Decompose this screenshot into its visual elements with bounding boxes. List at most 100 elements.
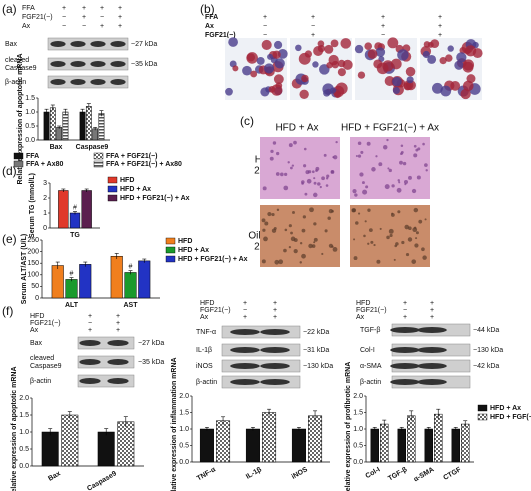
bar [41,431,59,467]
cell [313,241,316,244]
panel-letter: (f) [2,304,13,318]
condition-sign: + [403,314,407,321]
condition-sign: − [381,32,385,39]
blot-label: β-actin [30,378,51,385]
bar [62,111,69,141]
cell [415,148,419,152]
bar [98,113,105,141]
cell [445,54,453,62]
x-tick-label: Caspase9 [76,144,109,151]
condition-label: Ax [200,314,209,321]
legend-label: HFD + Ax [490,405,521,412]
cell [424,218,427,221]
blot-band [110,41,126,47]
cell [405,66,416,77]
y-tick-label: 1.5 [179,409,189,416]
bar [69,212,81,229]
y-tick-label: 0.5 [179,442,189,449]
condition-label: FFA [22,5,35,12]
condition-label: HFD [200,300,214,307]
cell [292,210,295,214]
bar [245,428,260,463]
legend-swatch [107,194,118,202]
cell [422,255,427,260]
condition-sign: − [62,14,66,21]
condition-sign: + [430,300,434,307]
condition-sign: + [88,313,92,320]
y-tick-label: 1.5 [353,409,363,416]
cell [427,41,434,48]
condition-sign: − [100,14,104,21]
cell [330,170,335,174]
cell [246,53,255,62]
condition-label: Ax [356,314,365,321]
cell [313,181,317,185]
cell [361,181,365,185]
cell [367,208,371,212]
blot-label: cleaved [30,355,54,362]
cell [271,212,275,217]
blot-band [70,61,86,67]
cell [313,177,316,180]
cell [307,170,312,174]
cell [352,189,357,194]
cell [273,40,283,50]
blot-size: ~35 kDa [131,61,157,68]
cell [405,252,410,257]
condition-sign: − [82,23,86,30]
blot-band [390,379,420,385]
legend-label: FFA + Ax80 [26,161,64,168]
bar [291,428,306,463]
cell [375,155,378,158]
condition-label: FGF21(−) [200,307,231,314]
cell [326,174,330,178]
cell [465,45,477,57]
cell [384,184,390,190]
cell [325,177,329,180]
cell [276,208,280,212]
cell [353,256,358,261]
blot-band [230,347,260,353]
blot-label: cleaved [5,57,29,64]
cell [402,161,407,166]
blot-band [417,347,447,353]
condition-label: FGF21(−) [30,320,61,327]
x-tick-label: Col-I [364,466,381,480]
bar [51,265,64,299]
cell [298,52,311,65]
cell [303,164,307,168]
condition-sign: + [116,320,120,327]
cell [271,84,283,96]
cell [321,252,324,256]
bar [58,190,69,229]
cell [311,244,316,248]
cell [363,234,366,238]
condition-label: HFD [30,313,44,320]
cell [382,60,394,72]
cell [293,249,298,254]
blot-label: Col-I [360,347,375,354]
condition-sign: + [273,307,277,314]
bar [380,423,389,463]
x-tick-label: Bax [50,144,63,151]
y-tick-label: 0.0 [179,459,189,466]
y-axis-label: Relative expression of profibrotic mRNA [345,362,352,491]
condition-label: FFA [205,14,218,21]
cell [313,222,317,226]
blot-size: −130 kDa [303,363,333,370]
y-tick-label: 2 [43,195,47,202]
y-tick-label: 0.0 [19,463,29,470]
cell [440,85,452,97]
cell [225,87,233,96]
y-tick-label: 100 [27,272,39,279]
bar [117,421,135,467]
cell [283,248,287,253]
cell [288,224,292,228]
cell [390,58,402,70]
bar [434,413,443,463]
cell [315,166,320,171]
cell [462,61,474,73]
cell [317,182,321,186]
cell [397,49,409,61]
blot-band [390,327,420,333]
